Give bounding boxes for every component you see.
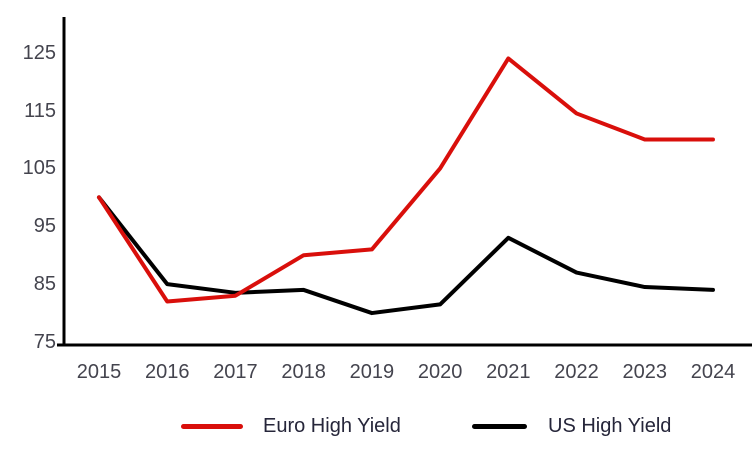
x-tick-label-2018: 2018 <box>281 361 326 383</box>
euro-high-yield-line <box>97 56 715 304</box>
y-tick-label-125: 125 <box>22 41 56 64</box>
x-tick-label-2015: 2015 <box>76 361 122 383</box>
y-tick-label-95: 95 <box>33 215 56 238</box>
x-tick-label-2023: 2023 <box>622 361 668 383</box>
us-high-yield-line <box>97 195 715 316</box>
x-tick-label-2017: 2017 <box>213 361 258 383</box>
legend-label-us-high-yield: US High Yield <box>548 414 672 437</box>
y-tick-label-115: 115 <box>24 99 56 122</box>
us-high-yield-swatch <box>472 423 527 429</box>
legend-item-euro-high-yield: Euro High Yield <box>181 413 401 439</box>
x-tick-label-2024: 2024 <box>690 361 736 383</box>
y-tick-label-105: 105 <box>22 157 56 180</box>
legend-item-us-high-yield: US High Yield <box>472 413 671 439</box>
y-tick-label-75: 75 <box>33 331 56 353</box>
x-tick-label-2019: 2019 <box>349 361 395 383</box>
x-tick-label-2016: 2016 <box>144 361 190 383</box>
x-tick-label-2021: 2021 <box>486 361 531 383</box>
y-tick-label-85: 85 <box>33 273 56 296</box>
euro-high-yield-swatch <box>181 423 243 429</box>
legend-label-euro-high-yield: Euro High Yield <box>263 414 401 437</box>
x-tick-label-2020: 2020 <box>417 361 463 383</box>
x-tick-label-2022: 2022 <box>554 361 599 383</box>
